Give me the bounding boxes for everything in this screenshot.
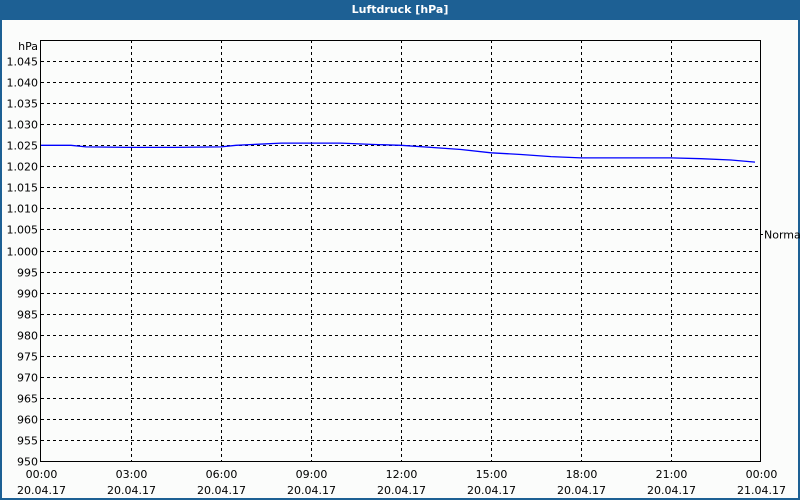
y-tick-label: 1.015 — [7, 182, 39, 195]
chart-panel: 950 955 960 965 970 975 980 985 990 995 1.000 1.005… — [2, 20, 800, 498]
y-tick-label: 980 — [17, 330, 38, 343]
y-tick-label: 960 — [17, 414, 38, 427]
y-tick-label: 1.040 — [7, 77, 39, 90]
x-tick-time: 06:00 — [206, 468, 238, 481]
y-tick-label: 965 — [17, 393, 38, 406]
y-tick-label: 975 — [17, 351, 38, 364]
y-tick-label: 990 — [17, 288, 38, 301]
x-tick-time: 03:00 — [116, 468, 148, 481]
x-tick-date: 20.04.17 — [17, 484, 66, 497]
window-title: Luftdruck [hPa] — [351, 3, 449, 16]
grid — [41, 40, 761, 461]
x-tick-date: 20.04.17 — [287, 484, 336, 497]
y-tick-label: 955 — [17, 435, 38, 448]
series-line — [41, 142, 756, 163]
x-tick-date: 20.04.17 — [467, 484, 516, 497]
y-tick-label: 1.030 — [7, 119, 39, 132]
x-tick-date: 21.04.17 — [737, 484, 786, 497]
plot-frame — [40, 40, 761, 462]
y-axis-label: hPa — [18, 40, 38, 53]
x-tick-date: 20.04.17 — [197, 484, 246, 497]
annotations: Normal — [761, 229, 800, 242]
x-tick-time: 09:00 — [296, 468, 328, 481]
y-tick-label: 995 — [17, 267, 38, 280]
y-tick-label: 970 — [17, 372, 38, 385]
x-tick-date: 20.04.17 — [377, 484, 426, 497]
pressure-chart: 950 955 960 965 970 975 980 985 990 995 1.000 1.005… — [7, 40, 800, 497]
x-tick-time: 00:00 — [746, 468, 778, 481]
x-tick-time: 12:00 — [386, 468, 418, 481]
x-tick-date: 20.04.17 — [107, 484, 156, 497]
x-tick-date: 20.04.17 — [557, 484, 606, 497]
x-tick-labels: 00:00 20.04.17 03:00 20.04.17 06:00 20.04.17 0… — [17, 468, 786, 497]
y-tick-label: 1.020 — [7, 161, 39, 174]
y-tick-label: 1.005 — [7, 224, 39, 237]
y-tick-label: 950 — [17, 456, 38, 469]
x-tick-time: 18:00 — [566, 468, 598, 481]
y-tick-label: 1.010 — [7, 203, 39, 216]
x-tick-time: 00:00 — [26, 468, 58, 481]
x-tick-time: 21:00 — [656, 468, 688, 481]
x-tick-time: 15:00 — [476, 468, 508, 481]
y-tick-label: 1.045 — [7, 56, 39, 69]
y-tick-label: 1.035 — [7, 98, 39, 111]
y-tick-label: 985 — [17, 309, 38, 322]
y-tick-label: 1.000 — [7, 246, 39, 259]
x-tick-date: 20.04.17 — [647, 484, 696, 497]
annotation-label: Normal — [764, 229, 800, 242]
y-tick-label: 1.025 — [7, 140, 39, 153]
y-tick-labels: 950 955 960 965 970 975 980 985 990 995 1.000 1.005… — [7, 56, 39, 469]
